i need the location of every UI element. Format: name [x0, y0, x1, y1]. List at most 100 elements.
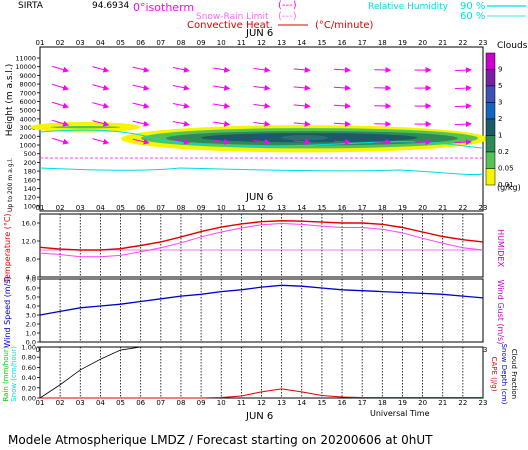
- hour-tick-label: 01: [36, 399, 45, 407]
- precip-tick-label: 0.80: [22, 354, 36, 362]
- hour-tick-label: 16: [338, 204, 347, 212]
- wind-arrow: [253, 120, 271, 127]
- rain-axis-label: Rain (mm/hour): [2, 346, 10, 401]
- wind-arrow: [51, 137, 70, 145]
- wind-arrow: [172, 102, 190, 109]
- height-tick-label: 6000: [19, 98, 36, 106]
- temperature-axis-label: Temperature (°C): [3, 213, 12, 283]
- height-tick-label: 7000: [19, 89, 36, 97]
- precip-tick-label: 0.60: [22, 364, 36, 372]
- humidex-line: [39, 222, 484, 258]
- date-label-bottom: JUN 6: [245, 411, 273, 422]
- hour-tick-label: 15: [317, 39, 326, 47]
- height-tick-label: 8000: [19, 81, 36, 89]
- hour-tick-label: 15: [317, 399, 326, 407]
- wind-arrow: [132, 84, 150, 91]
- legend-humidity-90: 90 %: [460, 1, 485, 12]
- hour-tick-label: 09: [197, 204, 206, 212]
- hour-tick-label: 05: [116, 204, 125, 212]
- wind-arrow: [334, 66, 352, 73]
- wind-tick-label: 1.0: [26, 330, 36, 338]
- colorbar-swatch: [485, 85, 496, 103]
- hour-tick-label: 18: [378, 39, 387, 47]
- humidity-contour-60: [39, 167, 484, 176]
- station-name: SIRTA: [18, 1, 44, 11]
- cloud-colorbar: 9 5 3 2 1 0.2 0.05 0.01: [485, 52, 514, 189]
- wind-arrow: [172, 84, 190, 91]
- hour-tick-label: 16: [338, 399, 347, 407]
- temperature-tick-label: 8.0: [26, 256, 36, 264]
- wind-tick-label: 3.0: [26, 312, 36, 320]
- hour-tick-label: 09: [197, 399, 206, 407]
- wind-speed-line: [39, 284, 484, 316]
- hour-tick-label: 19: [398, 399, 407, 407]
- hour-tick-label: 14: [297, 399, 306, 407]
- wind-tick-labels: 7.06.05.04.03.02.01.00.0: [26, 276, 40, 347]
- hour-tick-label: 06: [136, 399, 145, 407]
- cloud-layer-upper-core: [50, 125, 121, 129]
- wind-arrow: [132, 138, 150, 145]
- wind-tick-label: 0.0: [26, 339, 36, 347]
- colorbar-label: 0.2: [498, 148, 509, 156]
- wind-arrow: [293, 66, 311, 73]
- wind-tick-label: 2.0: [26, 321, 36, 329]
- hour-tick-label: 02: [56, 204, 65, 212]
- legend-humidity-60: 60 %: [460, 11, 485, 22]
- wind-arrow: [334, 84, 352, 91]
- colorbar-swatch: [485, 118, 496, 136]
- hour-tick-label: 09: [197, 39, 206, 47]
- height-axis-label: Height (m a.s.l.): [5, 64, 15, 137]
- wind-arrow: [132, 66, 150, 73]
- hour-tick-label: 23: [479, 399, 488, 407]
- wind-arrow: [334, 138, 352, 145]
- height-tick-label: 4000: [19, 115, 36, 123]
- cloud-fraction-line: [39, 346, 483, 399]
- temperature-tick-label: 4.0: [26, 274, 36, 282]
- hour-tick-label: 11: [237, 39, 246, 47]
- snow-axis-label: Snow (cm/hour): [10, 346, 18, 402]
- hour-tick-label: 21: [438, 39, 447, 47]
- height-tick-label: 500: [24, 150, 36, 158]
- hour-tick-label: 16: [338, 39, 347, 47]
- hour-labels-top: 01 02 03 04 05 06 07 08 09 10 11 12 13 14 15 16 17 18 19 20…: [36, 39, 488, 47]
- colorbar-swatch: [485, 69, 496, 87]
- wind-arrow: [253, 102, 271, 109]
- temperature-tick-labels: 16.0 12.0 8.0 4.0: [22, 220, 40, 282]
- cape-axis-label: CAPE (J/g): [490, 357, 498, 392]
- forecast-footer: Modele Atmospherique LMDZ / Forecast sta…: [8, 433, 433, 447]
- hour-tick-label: 14: [297, 204, 306, 212]
- wind-arrow: [172, 66, 190, 73]
- hour-tick-label: 14: [297, 39, 306, 47]
- wind-arrow: [92, 102, 110, 109]
- precip-lines: [39, 346, 483, 399]
- cloud-layer-core: [280, 135, 328, 141]
- legend-snow-rain-style: (---): [278, 11, 297, 22]
- colorbar-label: 0.05: [498, 165, 514, 173]
- wind-arrow: [253, 84, 271, 91]
- hour-tick-label: 06: [136, 204, 145, 212]
- precip-tick-labels: 1.00 0.80 0.60 0.40 0.20 0.00: [22, 344, 40, 403]
- wind-arrow: [92, 120, 110, 127]
- wind-arrow: [213, 138, 231, 145]
- legend-isotherm: 0°isotherm: [133, 1, 194, 14]
- hour-labels-clouds-bottom: 01 02 03 04 05 06 07 08 09 10 11 12 13 14 15 16 17 18 19 20…: [36, 204, 488, 212]
- wind-speed-axis-label: Wind Speed (m/s): [3, 276, 12, 347]
- legend-convective-units: (°C/minute): [315, 20, 374, 31]
- hour-tick-label: 02: [56, 399, 65, 407]
- wind-arrow: [293, 84, 311, 91]
- height-tick-label: 160: [24, 176, 36, 184]
- precip-tick-label: 0.00: [22, 395, 36, 403]
- height-tick-label: 100: [24, 202, 36, 210]
- colorbar-label: 3: [498, 99, 502, 107]
- legend-snow-rain: Snow-Rain Limit: [196, 12, 269, 22]
- wind-arrow: [132, 120, 150, 127]
- wind-arrow: [293, 138, 311, 145]
- hour-tick-label: 15: [317, 204, 326, 212]
- legend-humidity: Relative Humidity: [368, 2, 449, 12]
- hour-tick-label: 08: [176, 399, 185, 407]
- wind-tick-label: 4.0: [26, 303, 36, 311]
- precip-tick-label: 1.00: [22, 344, 36, 352]
- cloud-fraction-axis-label: Cloud Fraction: [510, 349, 518, 399]
- wind-arrow: [253, 66, 271, 73]
- date-label-clouds: JUN 6: [245, 192, 273, 203]
